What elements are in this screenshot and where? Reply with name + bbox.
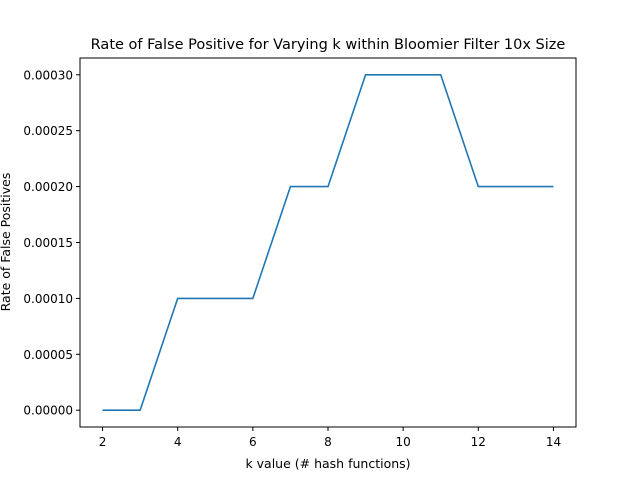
y-tick-label: 0.00030 — [23, 68, 73, 82]
x-tick-label: 6 — [249, 435, 257, 449]
y-tick-label: 0.00000 — [23, 404, 73, 418]
x-tick-label: 8 — [324, 435, 332, 449]
y-axis-label: Rate of False Positives — [0, 173, 13, 312]
x-tick-label: 12 — [471, 435, 486, 449]
y-tick-label: 0.00005 — [23, 348, 73, 362]
y-tick-label: 0.00020 — [23, 180, 73, 194]
x-axis: 2 4 6 8 10 12 14 — [99, 427, 561, 449]
series-line — [102, 73, 554, 412]
x-tick-label: 2 — [99, 435, 107, 449]
y-axis: 0.00000 0.00005 0.00010 0.00015 0.00020 0.000… — [23, 68, 80, 418]
y-tick-label: 0.00015 — [23, 236, 73, 250]
x-axis-label: k value (# hash functions) — [245, 456, 410, 471]
plot-area — [102, 73, 554, 412]
x-tick-label: 14 — [546, 435, 561, 449]
y-tick-label: 0.00010 — [23, 292, 73, 306]
x-tick-label: 10 — [396, 435, 411, 449]
y-tick-label: 0.00025 — [23, 124, 73, 138]
axes-frame — [79, 57, 577, 428]
x-tick-label: 4 — [174, 435, 182, 449]
chart-title: Rate of False Positive for Varying k wit… — [91, 37, 566, 53]
